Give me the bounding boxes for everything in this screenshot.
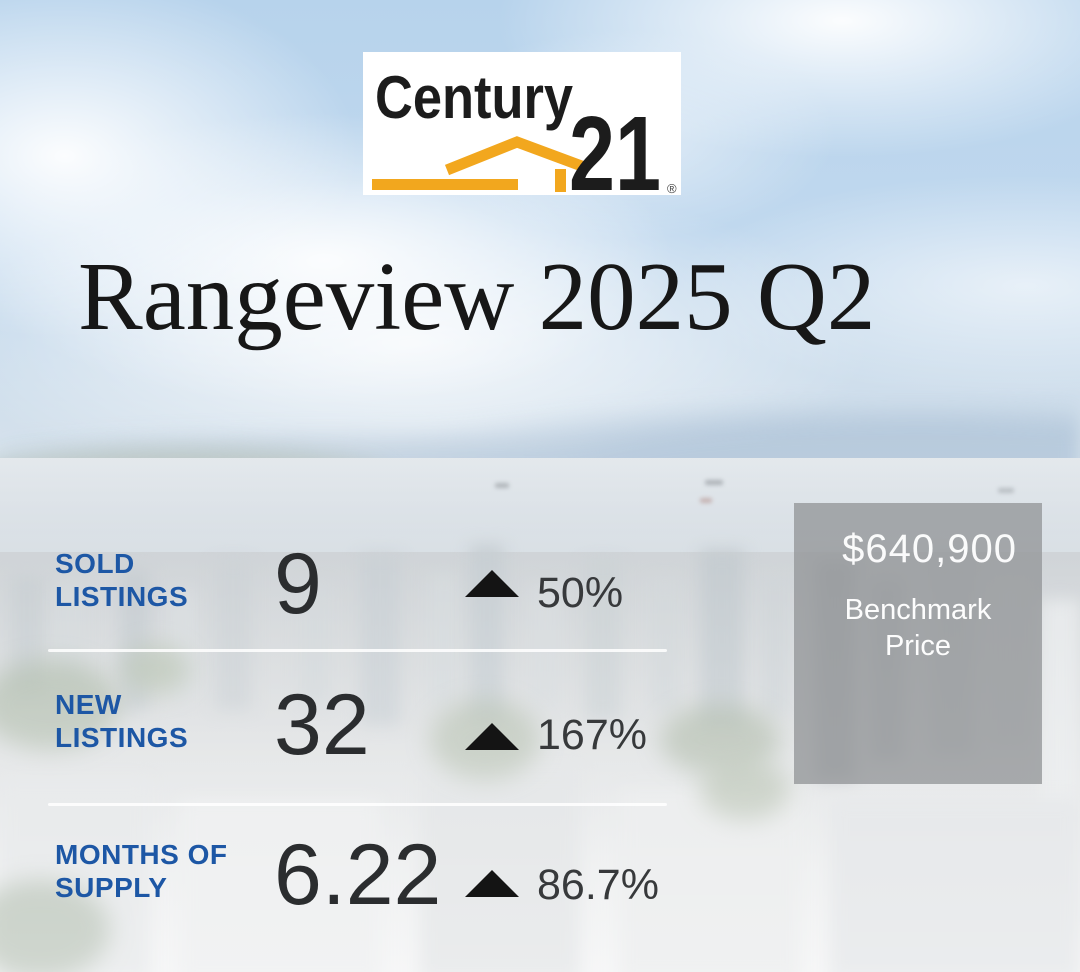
- logo-word: Century: [375, 64, 574, 131]
- century21-logo: Century 21 ®: [363, 52, 681, 213]
- benchmark-price-card: $640,900 Benchmark Price: [794, 503, 1042, 784]
- stat-row-sold-listings: SOLD LISTINGS 9 50%: [0, 541, 700, 661]
- gold-post: [555, 169, 566, 192]
- up-arrow-icon: [465, 723, 519, 750]
- stat-change: 167%: [537, 711, 647, 759]
- century21-logo-art: Century 21 ®: [372, 64, 677, 213]
- stat-change: 86.7%: [537, 861, 659, 909]
- registered-trademark-icon: ®: [667, 181, 677, 195]
- stat-change: 50%: [537, 569, 624, 617]
- stat-label: NEW LISTINGS: [55, 689, 189, 753]
- stat-label: SOLD LISTINGS: [55, 548, 189, 612]
- page-title: Rangeview 2025 Q2: [78, 243, 876, 350]
- stat-row-new-listings: NEW LISTINGS 32 167%: [0, 682, 700, 802]
- stat-value: 32: [274, 677, 370, 773]
- gold-roof-icon: [444, 136, 589, 176]
- gold-bar: [372, 179, 518, 190]
- stat-label: MONTHS OF SUPPLY: [55, 839, 228, 903]
- stat-value: 9: [274, 536, 322, 632]
- logo-number: 21: [569, 95, 661, 195]
- benchmark-price-value: $640,900: [842, 527, 1017, 571]
- up-arrow-icon: [465, 570, 519, 597]
- divider: [48, 649, 667, 652]
- stat-row-months-of-supply: MONTHS OF SUPPLY 6.22 86.7%: [0, 832, 700, 952]
- benchmark-price-label: Benchmark Price: [844, 594, 992, 662]
- up-arrow-icon: [465, 870, 519, 897]
- stat-value: 6.22: [274, 827, 442, 923]
- divider: [48, 803, 667, 806]
